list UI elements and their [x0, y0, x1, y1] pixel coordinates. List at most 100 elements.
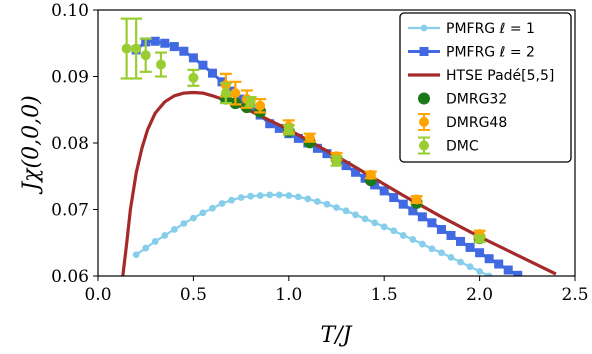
- legend: PMFRG ℓ = 1 PMFRG ℓ = 2 HTSE Padé[5,5] DMRG…: [399, 12, 572, 163]
- data-point: [474, 233, 485, 244]
- data-point: [465, 242, 475, 252]
- y-axis-label: Jχ(0,0,0): [19, 95, 44, 194]
- legend-item: DMRG32: [418, 92, 507, 108]
- data-point: [495, 277, 502, 284]
- x-tick-label: 2.0: [466, 285, 493, 305]
- data-point: [436, 224, 446, 234]
- data-point: [188, 53, 198, 63]
- data-point: [274, 123, 284, 133]
- series-0: [132, 191, 560, 311]
- legend-item: DMRG48: [418, 113, 507, 131]
- data-point: [456, 236, 466, 246]
- x-axis-label: T/J: [321, 323, 353, 348]
- data-point: [438, 249, 445, 257]
- series-line: [121, 90, 557, 276]
- data-point: [418, 240, 426, 248]
- y-tick-label: 0.10: [51, 1, 89, 21]
- legend-box: [399, 12, 572, 163]
- data-point: [150, 36, 160, 46]
- data-point: [341, 161, 351, 171]
- axis-ticks: [93, 9, 576, 281]
- data-point: [188, 72, 199, 83]
- plot-frame: [97, 9, 576, 277]
- data-point: [365, 169, 376, 180]
- data-point: [132, 251, 140, 259]
- data-point: [237, 194, 245, 201]
- data-point: [323, 200, 331, 208]
- legend-item: HTSE Padé[5,5]: [408, 68, 554, 84]
- legend-marker: [420, 24, 428, 32]
- data-point: [399, 232, 407, 239]
- data-point: [457, 258, 464, 266]
- data-point: [169, 42, 179, 52]
- data-point: [283, 124, 294, 135]
- data-point: [312, 143, 322, 153]
- data-point: [408, 206, 418, 216]
- data-point: [209, 204, 216, 212]
- data-point: [333, 204, 340, 211]
- data-point: [256, 192, 264, 199]
- data-point: [551, 291, 560, 300]
- legend-label: HTSE Padé[5,5]: [446, 68, 554, 84]
- data-point: [543, 299, 550, 306]
- data-point: [380, 223, 388, 231]
- data-point: [476, 267, 483, 275]
- data-point: [304, 132, 315, 143]
- data-point: [542, 286, 551, 295]
- data-point: [370, 180, 380, 190]
- legend-item: PMFRG ℓ = 1: [408, 21, 535, 37]
- legend-label: PMFRG ℓ = 1: [446, 21, 535, 37]
- legend-marker: [418, 92, 430, 105]
- legend-label: DMRG48: [446, 115, 507, 131]
- legend-marker: [419, 140, 429, 151]
- y-tick-label: 0.06: [51, 267, 89, 287]
- data-point: [161, 232, 169, 239]
- data-point: [417, 212, 427, 222]
- data-point: [524, 291, 531, 298]
- data-point: [398, 199, 408, 209]
- legend-item: DMC: [418, 136, 479, 155]
- data-point: [140, 50, 151, 61]
- data-point: [294, 193, 302, 201]
- data-point: [304, 195, 312, 203]
- data-point: [179, 46, 189, 56]
- legend-item: PMFRG ℓ = 2: [408, 45, 535, 61]
- data-point: [293, 133, 303, 143]
- legend-marker: [419, 47, 429, 56]
- data-point: [361, 215, 369, 223]
- data-point: [199, 209, 207, 217]
- y-tick-label: 0.08: [51, 134, 89, 154]
- data-point: [503, 265, 513, 275]
- data-point: [352, 211, 359, 219]
- data-point: [411, 194, 422, 205]
- data-point: [390, 227, 398, 235]
- data-point: [236, 94, 246, 104]
- data-point: [217, 77, 227, 87]
- x-tick-label: 2.5: [561, 285, 588, 305]
- data-point: [331, 155, 342, 166]
- data-point: [475, 248, 485, 258]
- data-point: [245, 96, 256, 107]
- data-point: [131, 43, 142, 54]
- data-point: [409, 236, 417, 243]
- x-tick-label: 1.5: [371, 285, 398, 305]
- plot-series: [120, 17, 560, 311]
- data-point: [247, 192, 255, 200]
- y-tick-label: 0.09: [51, 68, 89, 88]
- legend-marker: [419, 117, 429, 127]
- data-point: [514, 286, 521, 293]
- data-point: [255, 100, 266, 111]
- data-point: [170, 226, 178, 233]
- data-point: [151, 238, 159, 245]
- data-point: [180, 220, 188, 227]
- data-point: [228, 196, 235, 204]
- data-point: [155, 59, 166, 70]
- tick-labels: 0.0 0.5 1.0 1.5 2.0 2.5 0.06 0.07 0.08 0.09 0.10: [51, 1, 588, 305]
- x-tick-label: 1.0: [275, 285, 302, 305]
- data-point: [494, 259, 504, 269]
- data-point: [553, 304, 560, 311]
- data-point: [275, 191, 283, 199]
- y-tick-label: 0.07: [51, 201, 89, 221]
- data-point: [466, 263, 474, 271]
